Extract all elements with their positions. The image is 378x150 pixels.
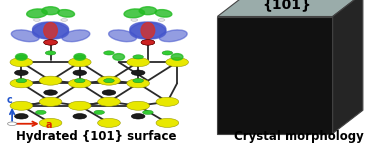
Circle shape bbox=[8, 122, 17, 126]
Circle shape bbox=[127, 101, 149, 110]
Circle shape bbox=[98, 97, 120, 106]
Ellipse shape bbox=[130, 22, 166, 39]
Circle shape bbox=[14, 114, 28, 119]
Circle shape bbox=[143, 110, 153, 114]
Circle shape bbox=[132, 70, 145, 75]
Circle shape bbox=[94, 110, 104, 114]
Ellipse shape bbox=[42, 7, 59, 15]
Circle shape bbox=[44, 40, 57, 45]
Text: a: a bbox=[45, 120, 52, 129]
Circle shape bbox=[68, 79, 91, 88]
Polygon shape bbox=[333, 0, 363, 134]
Circle shape bbox=[133, 55, 143, 59]
Polygon shape bbox=[217, 16, 333, 134]
Circle shape bbox=[127, 79, 149, 88]
Circle shape bbox=[133, 79, 143, 83]
Text: Hydrated {101} surface: Hydrated {101} surface bbox=[16, 130, 177, 143]
Circle shape bbox=[131, 19, 138, 21]
Ellipse shape bbox=[27, 9, 47, 18]
Circle shape bbox=[68, 58, 91, 67]
Circle shape bbox=[98, 118, 120, 127]
Circle shape bbox=[141, 40, 155, 45]
Circle shape bbox=[39, 76, 62, 85]
Text: Crystal morphology: Crystal morphology bbox=[234, 130, 364, 143]
Polygon shape bbox=[217, 0, 363, 16]
Circle shape bbox=[36, 110, 46, 114]
Ellipse shape bbox=[74, 54, 85, 60]
Circle shape bbox=[44, 90, 57, 95]
Circle shape bbox=[10, 101, 33, 110]
Ellipse shape bbox=[33, 22, 68, 39]
Circle shape bbox=[158, 19, 165, 21]
Circle shape bbox=[166, 58, 189, 67]
Circle shape bbox=[104, 51, 114, 55]
Circle shape bbox=[74, 79, 85, 83]
Ellipse shape bbox=[139, 7, 156, 15]
Ellipse shape bbox=[11, 30, 39, 42]
Circle shape bbox=[68, 101, 91, 110]
Circle shape bbox=[16, 79, 26, 83]
Ellipse shape bbox=[171, 54, 183, 60]
Circle shape bbox=[132, 114, 145, 119]
Text: c: c bbox=[6, 95, 12, 105]
Circle shape bbox=[162, 51, 173, 55]
Ellipse shape bbox=[130, 22, 166, 39]
Ellipse shape bbox=[33, 22, 68, 39]
Circle shape bbox=[104, 79, 114, 83]
Circle shape bbox=[73, 70, 87, 75]
Circle shape bbox=[39, 118, 62, 127]
Circle shape bbox=[156, 97, 179, 106]
Ellipse shape bbox=[15, 54, 27, 60]
Ellipse shape bbox=[62, 30, 90, 42]
Circle shape bbox=[61, 19, 68, 21]
Circle shape bbox=[34, 19, 40, 21]
Circle shape bbox=[156, 118, 179, 127]
Circle shape bbox=[73, 114, 87, 119]
Ellipse shape bbox=[108, 30, 136, 42]
Circle shape bbox=[10, 79, 33, 88]
Circle shape bbox=[141, 40, 155, 45]
Ellipse shape bbox=[58, 10, 74, 17]
Text: {101}: {101} bbox=[263, 0, 311, 11]
Circle shape bbox=[39, 97, 62, 106]
Ellipse shape bbox=[44, 23, 57, 38]
Circle shape bbox=[102, 90, 116, 95]
Circle shape bbox=[14, 70, 28, 75]
Circle shape bbox=[127, 58, 149, 67]
Ellipse shape bbox=[155, 10, 172, 17]
Circle shape bbox=[74, 55, 85, 59]
Circle shape bbox=[16, 55, 26, 59]
Ellipse shape bbox=[141, 23, 155, 38]
Circle shape bbox=[45, 51, 56, 55]
Ellipse shape bbox=[159, 30, 187, 42]
Ellipse shape bbox=[113, 54, 124, 60]
Circle shape bbox=[44, 40, 57, 45]
Ellipse shape bbox=[124, 9, 144, 18]
Circle shape bbox=[98, 76, 120, 85]
Circle shape bbox=[10, 58, 33, 67]
